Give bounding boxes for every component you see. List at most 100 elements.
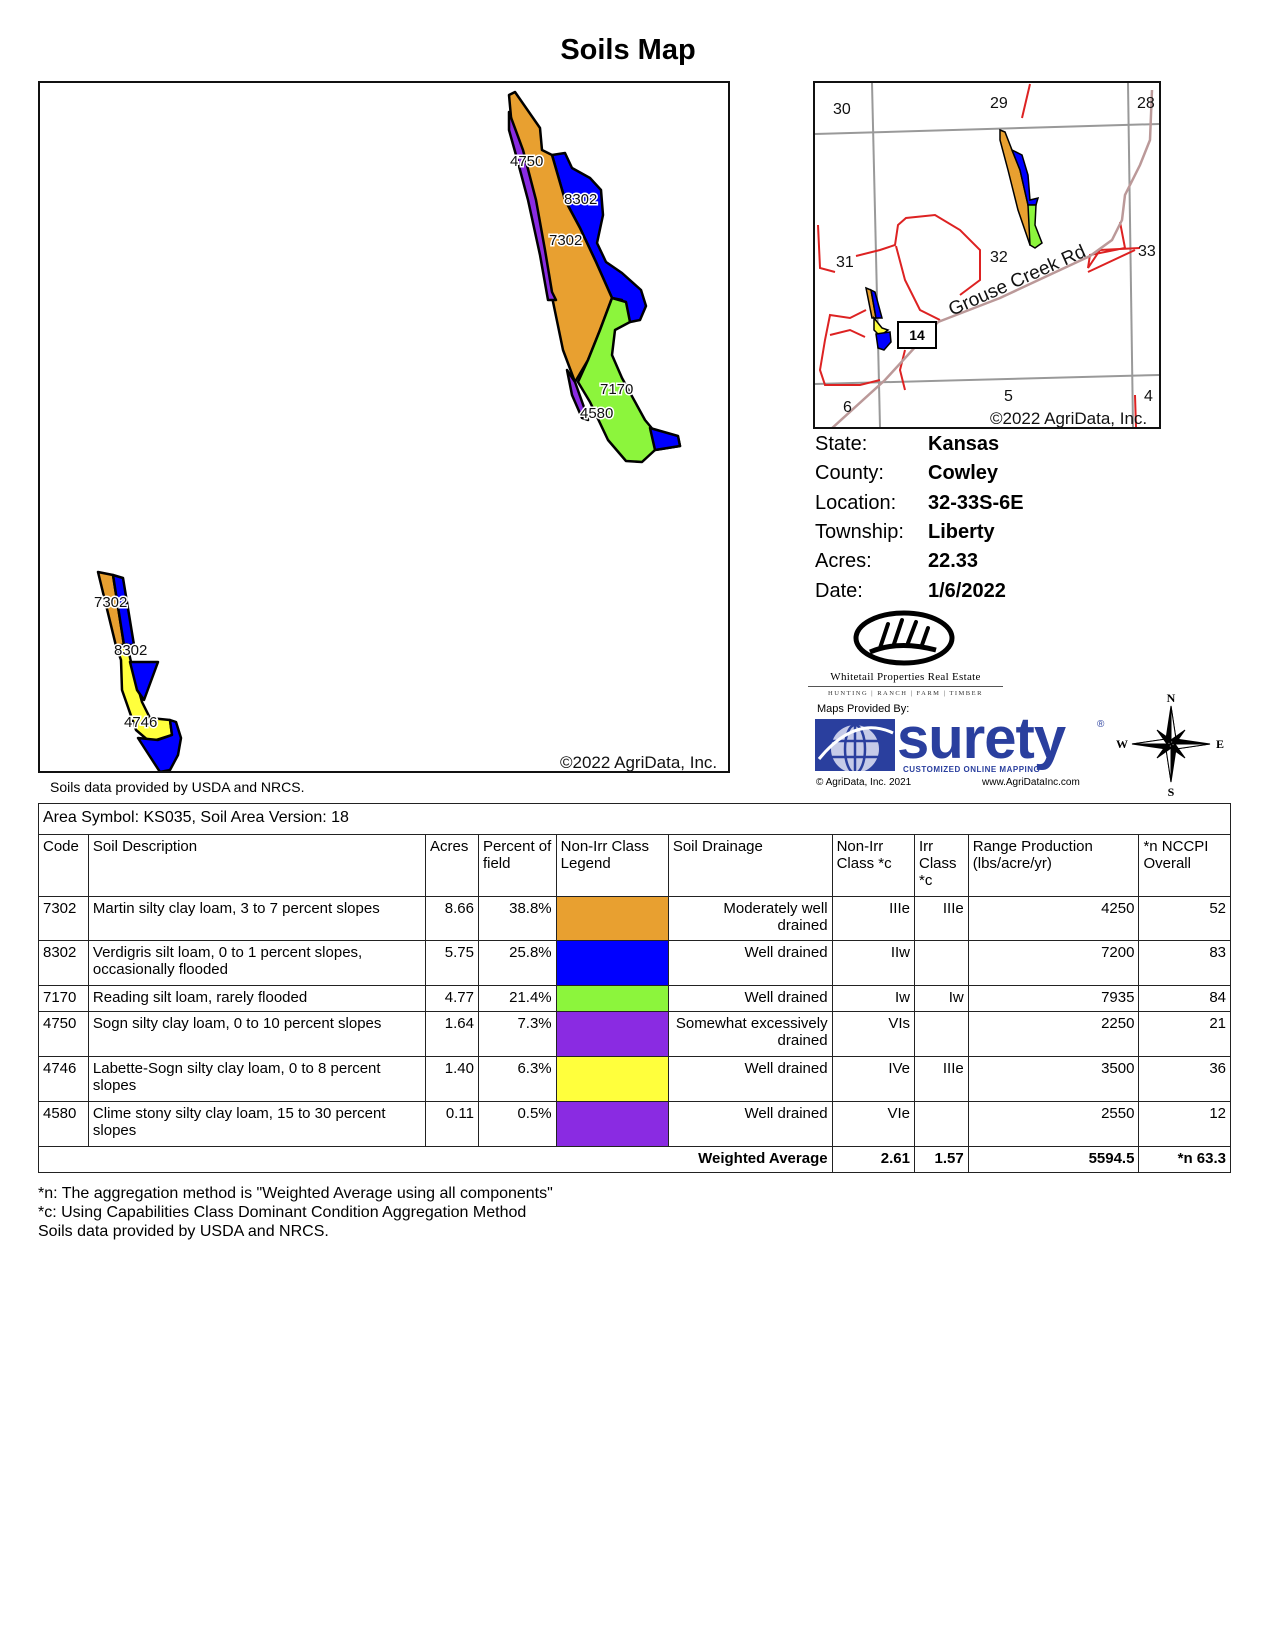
section-label: 6 bbox=[843, 399, 852, 416]
info-label: Location: bbox=[815, 492, 897, 514]
cell-nccpi: 83 bbox=[1138, 940, 1231, 986]
compass-s: S bbox=[1168, 785, 1175, 798]
cell-acres: 1.64 bbox=[425, 1011, 479, 1057]
info-label: Acres: bbox=[815, 550, 872, 572]
cell-irr bbox=[914, 940, 969, 986]
cell-percent: 0.5% bbox=[477, 1101, 557, 1147]
info-label: Date: bbox=[815, 580, 863, 602]
highway-shield: 14 bbox=[897, 321, 937, 349]
cell-non-irr: IVe bbox=[831, 1056, 916, 1102]
mini-map-copyright: ©2022 AgriData, Inc. bbox=[990, 409, 1147, 427]
map-label: 7302 bbox=[94, 594, 127, 611]
footnote: *n: The aggregation method is "Weighted … bbox=[38, 1185, 553, 1202]
info-label: County: bbox=[815, 462, 884, 484]
cell-non-irr: IIIe bbox=[831, 896, 916, 941]
cell-drainage: Well drained bbox=[667, 940, 833, 986]
column-header: Soil Drainage bbox=[667, 834, 833, 897]
cell-irr: IIIe bbox=[914, 1056, 969, 1102]
soils-table: Area Symbol: KS035, Soil Area Version: 1… bbox=[38, 803, 1231, 1173]
soils-map[interactable]: 4750 8302 7302 7170 4580 7302 8302 4746 … bbox=[38, 81, 730, 773]
surety-logo: surety ® CUSTOMIZED ONLINE MAPPING bbox=[815, 710, 1105, 775]
cell-percent: 6.3% bbox=[477, 1056, 557, 1102]
cell-drainage: Well drained bbox=[667, 1056, 833, 1102]
table-row: 4750 Sogn silty clay loam, 0 to 10 percen… bbox=[38, 1011, 1231, 1057]
cell-range: 4250 bbox=[967, 896, 1140, 941]
cell-drainage: Well drained bbox=[667, 1101, 833, 1147]
weighted-average-label: Weighted Average bbox=[38, 1146, 833, 1173]
legend-swatch bbox=[555, 896, 669, 941]
cell-acres: 8.66 bbox=[425, 896, 479, 941]
cell-irr bbox=[914, 1101, 969, 1147]
info-value: 32-33S-6E bbox=[928, 492, 1024, 514]
cell-percent: 25.8% bbox=[477, 940, 557, 986]
table-row: 4746 Labette-Sogn silty clay loam, 0 to 8… bbox=[38, 1056, 1231, 1102]
cell-code: 4580 bbox=[38, 1101, 89, 1147]
section-label: 32 bbox=[990, 249, 1008, 266]
column-header: Non-Irr Class *c bbox=[831, 834, 916, 897]
agridata-url[interactable]: www.AgriDataInc.com bbox=[982, 777, 1080, 788]
table-row: 7170 Reading silt loam, rarely flooded 4.7… bbox=[38, 985, 1231, 1012]
cell-description: Verdigris silt loam, 0 to 1 percent slop… bbox=[87, 940, 427, 986]
cell-acres: 5.75 bbox=[425, 940, 479, 986]
agridata-copyright: © AgriData, Inc. 2021 bbox=[816, 777, 912, 788]
legend-swatch bbox=[555, 940, 669, 986]
info-county: County: Cowley bbox=[815, 462, 998, 485]
map-label: 4580 bbox=[580, 405, 613, 422]
table-header-row: Code Soil Description Acres Percent of fiel… bbox=[38, 834, 1231, 897]
column-header: Irr Class *c bbox=[914, 834, 969, 897]
cell-nccpi: 52 bbox=[1138, 896, 1231, 941]
cell-code: 7170 bbox=[38, 985, 89, 1012]
cell-description: Reading silt loam, rarely flooded bbox=[87, 985, 427, 1012]
info-label: State: bbox=[815, 433, 868, 455]
legend-swatch bbox=[555, 1101, 669, 1147]
info-value: 1/6/2022 bbox=[928, 580, 1006, 602]
info-location: Location: 32-33S-6E bbox=[815, 492, 1024, 515]
cell-code: 4746 bbox=[38, 1056, 89, 1102]
section-label: 28 bbox=[1137, 95, 1155, 112]
weighted-range: 5594.5 bbox=[967, 1146, 1140, 1173]
cell-acres: 4.77 bbox=[425, 985, 479, 1012]
cell-range: 2250 bbox=[967, 1011, 1140, 1057]
cell-irr: Iw bbox=[914, 985, 969, 1012]
legend-swatch bbox=[555, 1056, 669, 1102]
info-value: Liberty bbox=[928, 521, 995, 543]
cell-drainage: Somewhat excessively drained bbox=[667, 1011, 833, 1057]
map-label: 4746 bbox=[124, 714, 157, 731]
table-row: 4580 Clime stony silty clay loam, 15 to 3… bbox=[38, 1101, 1231, 1147]
weighted-average-row: Weighted Average 2.61 1.57 5594.5 *n 63.3 bbox=[38, 1146, 1231, 1173]
location-map-canvas: 14 Grouse Creek Rd 30 29 28 31 32 33 6 5… bbox=[815, 83, 1159, 427]
cell-range: 2550 bbox=[967, 1101, 1140, 1147]
soils-map-canvas: 4750 8302 7302 7170 4580 7302 8302 4746 … bbox=[93, 90, 717, 771]
compass-e: E bbox=[1216, 737, 1224, 751]
cell-range: 3500 bbox=[967, 1056, 1140, 1102]
cell-range: 7200 bbox=[967, 940, 1140, 986]
map-label: 4750 bbox=[510, 153, 543, 170]
info-date: Date: 1/6/2022 bbox=[815, 580, 1006, 603]
cell-percent: 7.3% bbox=[477, 1011, 557, 1057]
section-label: 4 bbox=[1144, 388, 1153, 405]
soil-polygon-8302-south-c bbox=[136, 718, 183, 771]
cell-irr: IIIe bbox=[914, 896, 969, 941]
section-label: 31 bbox=[836, 254, 854, 271]
location-map[interactable]: 14 Grouse Creek Rd 30 29 28 31 32 33 6 5… bbox=[813, 81, 1161, 429]
globe-icon bbox=[815, 719, 895, 771]
soil-polygon-8302-south-b bbox=[128, 660, 160, 702]
legend-swatch bbox=[555, 1011, 669, 1057]
cell-drainage: Moderately well drained bbox=[667, 896, 833, 941]
highway-shield-label: 14 bbox=[909, 327, 925, 343]
cell-nccpi: 84 bbox=[1138, 985, 1231, 1012]
cell-nccpi: 12 bbox=[1138, 1101, 1231, 1147]
legend-swatch bbox=[555, 985, 669, 1012]
weighted-irr: 1.57 bbox=[914, 1146, 969, 1173]
map-label: 8302 bbox=[114, 642, 147, 659]
cell-acres: 1.40 bbox=[425, 1056, 479, 1102]
column-header: Code bbox=[38, 834, 89, 897]
info-township: Township: Liberty bbox=[815, 521, 995, 544]
info-state: State: Kansas bbox=[815, 433, 999, 456]
cell-non-irr: VIe bbox=[831, 1101, 916, 1147]
table-row: 7302 Martin silty clay loam, 3 to 7 perce… bbox=[38, 896, 1231, 941]
whitetail-tagline: HUNTING | RANCH | FARM | TIMBER bbox=[828, 690, 983, 697]
column-header: Soil Description bbox=[87, 834, 427, 897]
info-label: Township: bbox=[815, 521, 904, 543]
info-value: Cowley bbox=[928, 462, 999, 484]
